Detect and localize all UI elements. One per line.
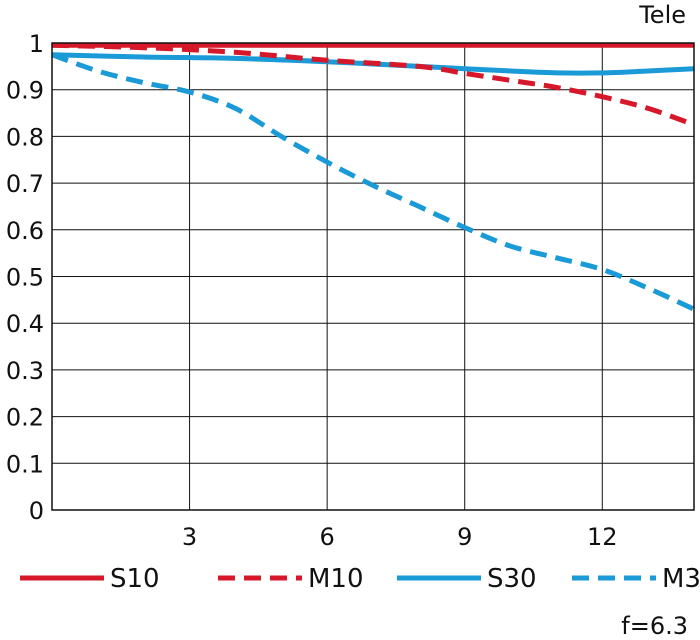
legend: S10 M10 S30 M30 (20, 564, 700, 594)
legend-label: S30 (487, 564, 537, 594)
legend-item-m10: M10 (218, 564, 364, 594)
grid (52, 43, 694, 510)
series-line-s30 (51, 52, 695, 76)
y-tick-label: 0.2 (6, 404, 44, 432)
x-axis-ticks: 3 6 9 12 (182, 523, 618, 551)
y-tick-label: 0.8 (6, 123, 44, 151)
legend-item-s30: S30 (397, 564, 537, 594)
y-tick-label: 1 (29, 30, 44, 58)
y-tick-label: 0.6 (6, 217, 44, 245)
series-line-m30 (51, 52, 696, 312)
legend-item-m30: M30 (572, 564, 700, 594)
x-tick-label: 6 (320, 523, 335, 551)
y-tick-label: 0 (29, 497, 44, 525)
y-axis-ticks: 0 0.1 0.2 0.3 0.4 0.5 0.6 0.7 0.8 0.9 1 (6, 30, 44, 525)
y-tick-label: 0.5 (6, 264, 44, 292)
y-tick-label: 0.9 (6, 77, 44, 105)
legend-label: M10 (308, 564, 364, 594)
y-tick-label: 0.4 (6, 310, 44, 338)
aperture-footnote: f=6.3 (621, 612, 688, 640)
plot-frame (51, 42, 695, 511)
x-tick-label: 9 (457, 523, 472, 551)
legend-label: S10 (110, 564, 160, 594)
y-tick-label: 0.3 (6, 357, 44, 385)
x-tick-label: 12 (587, 523, 618, 551)
y-tick-label: 0.7 (6, 170, 44, 198)
legend-item-s10: S10 (20, 564, 160, 594)
series-line-m10 (51, 42, 695, 128)
series-lines (51, 42, 696, 312)
y-tick-label: 0.1 (6, 450, 44, 478)
legend-label: M30 (662, 564, 700, 594)
x-tick-label: 3 (182, 523, 197, 551)
chart-title: Tele (638, 1, 686, 29)
